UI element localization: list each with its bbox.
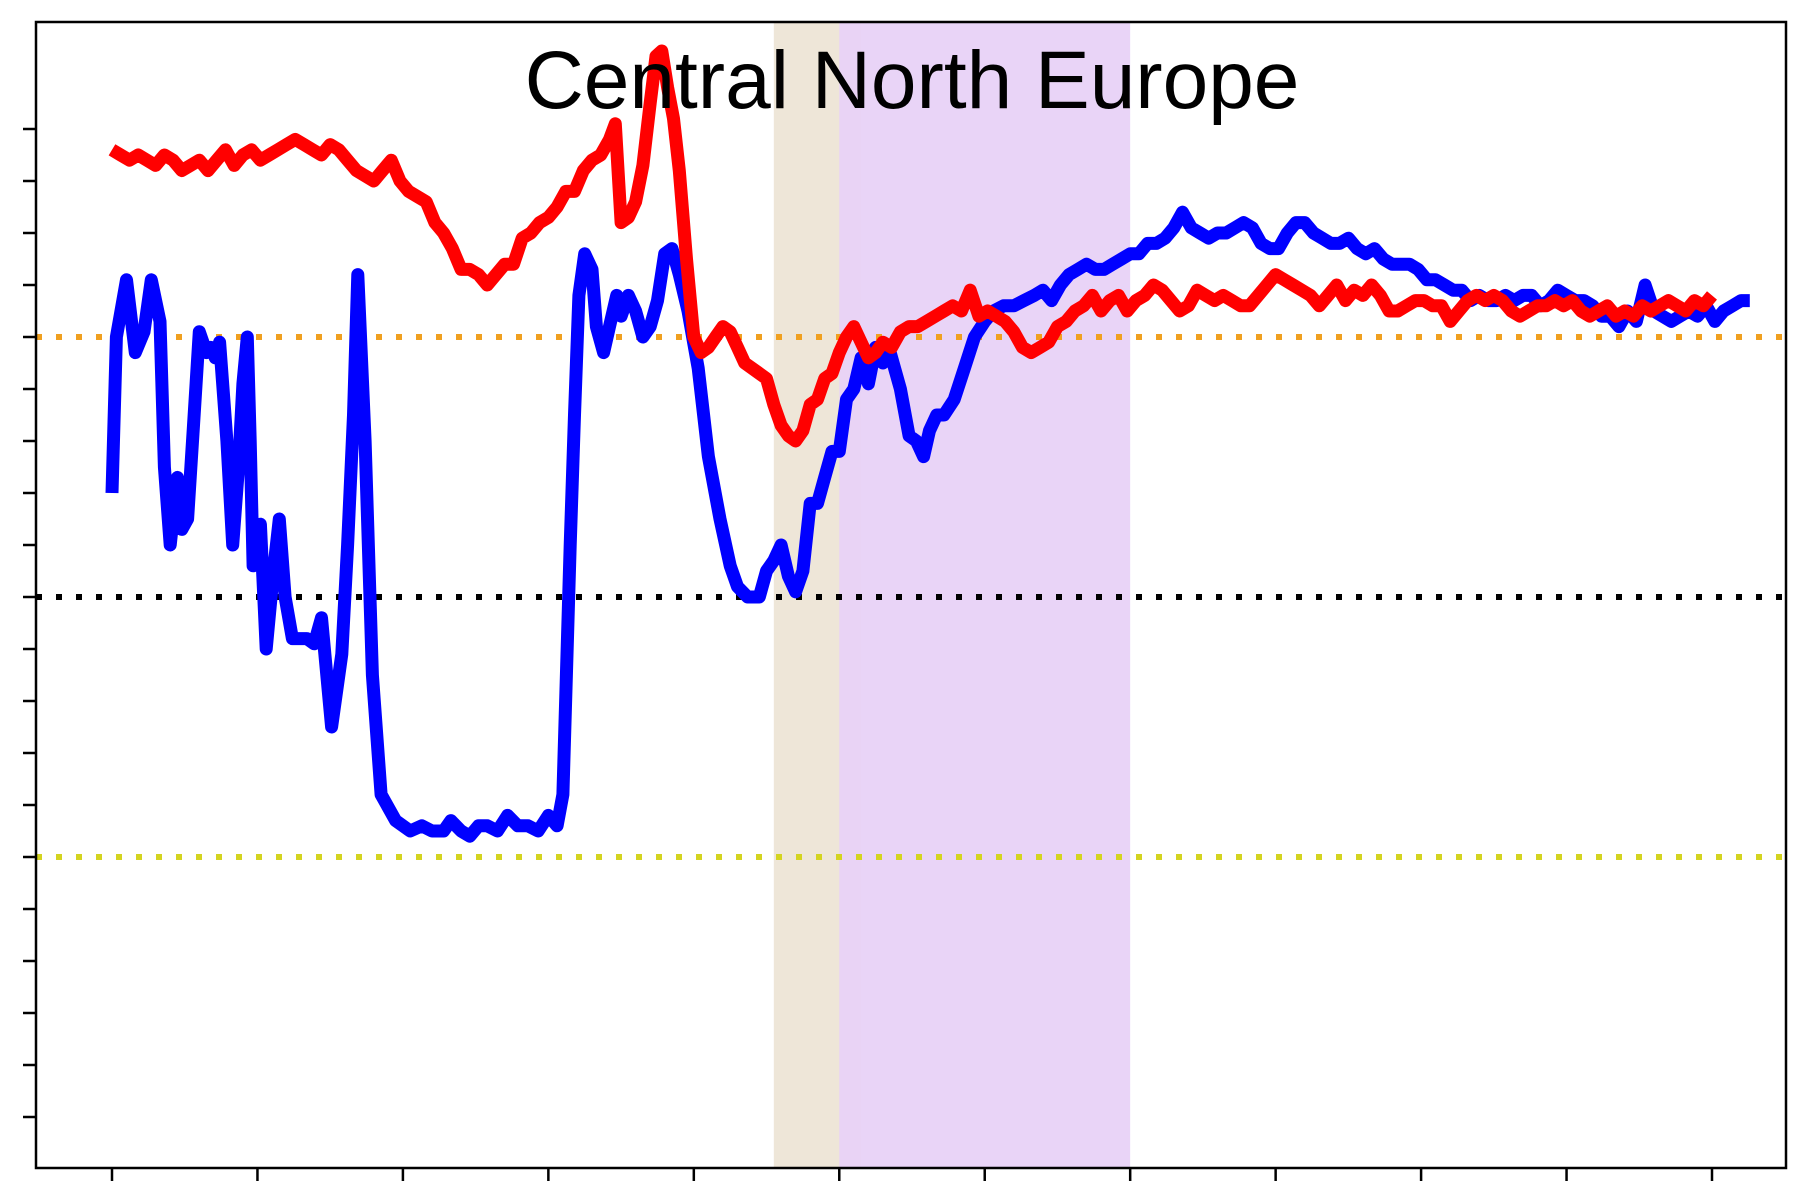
shaded-region-1 (839, 23, 1131, 1167)
axis-ticks (23, 127, 1714, 1181)
series-line-0 (105, 205, 1750, 843)
series-line-1 (108, 44, 1717, 448)
chart-title: Central North Europe (525, 35, 1300, 126)
data-series (105, 44, 1750, 843)
plot-frame (34, 20, 1788, 1170)
